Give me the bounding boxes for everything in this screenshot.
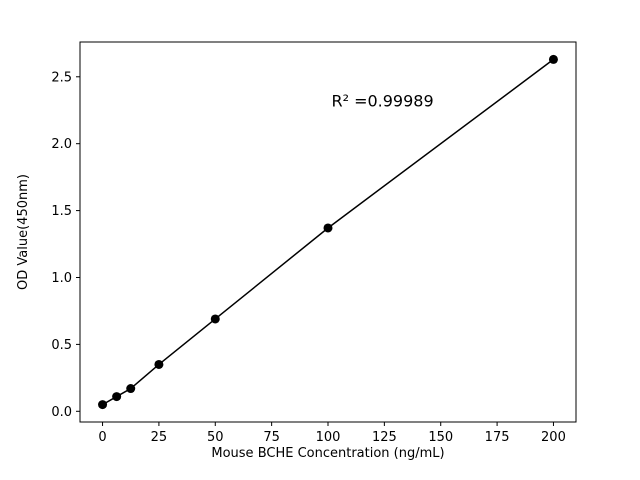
- y-tick-label: 2.0: [51, 137, 72, 152]
- y-tick-label: 1.5: [51, 204, 72, 219]
- x-tick-label: 175: [485, 430, 510, 445]
- x-tick-label: 75: [263, 430, 280, 445]
- x-tick-label: 150: [428, 430, 453, 445]
- data-point: [210, 314, 220, 324]
- data-point: [112, 392, 122, 402]
- y-tick-label: 1.0: [51, 271, 72, 286]
- x-tick-label: 25: [151, 430, 168, 445]
- x-tick-label: 0: [98, 430, 106, 445]
- x-tick-label: 200: [541, 430, 566, 445]
- x-axis-label: Mouse BCHE Concentration (ng/mL): [211, 446, 444, 461]
- x-tick-label: 50: [207, 430, 224, 445]
- y-tick-label: 0.5: [51, 338, 72, 353]
- data-point: [323, 223, 333, 233]
- x-tick-label: 100: [316, 430, 341, 445]
- x-tick-label: 125: [372, 430, 397, 445]
- data-point: [98, 400, 108, 410]
- data-point: [126, 384, 136, 394]
- data-point: [154, 359, 164, 369]
- r-squared-annotation: R² =0.99989: [331, 92, 433, 111]
- y-tick-label: 2.5: [51, 70, 72, 85]
- axes-border: [79, 41, 577, 423]
- data-point: [548, 54, 558, 64]
- y-tick-label: 0.0: [51, 405, 72, 420]
- y-axis-label: OD Value(450nm): [16, 174, 31, 290]
